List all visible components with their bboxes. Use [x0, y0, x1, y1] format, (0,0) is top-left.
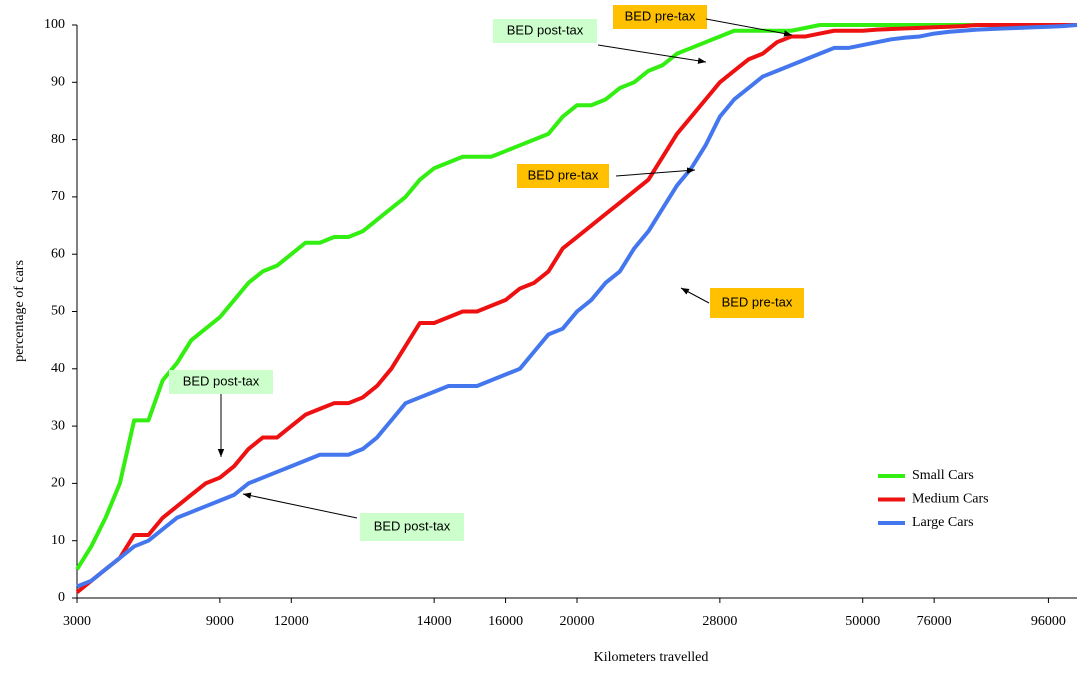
y-tick-label: 0 [58, 590, 65, 605]
y-tick-label: 30 [51, 418, 65, 433]
y-axis-label: percentage of cars [12, 260, 27, 362]
annotation-box [517, 164, 609, 188]
annotation-arrow [242, 492, 358, 519]
annotation: BED post-tax [374, 518, 451, 533]
annotation: BED pre-tax [722, 294, 793, 309]
annotation-box [613, 5, 707, 29]
x-tick-label: 12000 [274, 614, 309, 629]
annotation-arrow [597, 44, 707, 64]
y-tick-label: 90 [51, 75, 65, 90]
annotation-box [169, 370, 273, 394]
x-tick-label: 28000 [702, 614, 737, 629]
y-tick-label: 70 [51, 189, 65, 204]
annotation: BED pre-tax [625, 8, 696, 23]
y-tick-label: 100 [44, 17, 65, 32]
series-line [75, 23, 1077, 594]
annotation-box [710, 288, 804, 318]
x-tick-label: 50000 [845, 614, 880, 629]
y-tick-label: 80 [51, 132, 65, 147]
x-tick-label: 96000 [1031, 614, 1066, 629]
y-tick-label: 40 [51, 361, 65, 376]
x-tick-label: 14000 [417, 614, 452, 629]
annotation: BED post-tax [507, 22, 584, 37]
y-tick-label: 10 [51, 533, 65, 548]
annotation-box [493, 19, 597, 43]
annotation-arrow [705, 18, 793, 37]
x-tick-label: 9000 [206, 614, 234, 629]
x-tick-label: 16000 [488, 614, 523, 629]
legend-label: Small Cars [912, 468, 974, 483]
y-tick-label: 60 [51, 246, 65, 261]
series-line [75, 23, 1077, 571]
annotation-box [360, 513, 464, 541]
x-tick-label: 76000 [917, 614, 952, 629]
annotation: BED post-tax [183, 373, 260, 388]
x-axis-label: Kilometers travelled [594, 650, 709, 665]
annotation-arrow [615, 167, 696, 177]
legend-label: Medium Cars [912, 492, 989, 507]
annotation-arrow [680, 287, 710, 304]
series-line [76, 23, 1078, 589]
y-tick-label: 50 [51, 304, 65, 319]
legend-label: Large Cars [912, 515, 974, 530]
annotation: BED pre-tax [528, 167, 599, 182]
y-tick-label: 20 [51, 476, 65, 491]
x-tick-label: 3000 [63, 614, 91, 629]
x-tick-label: 20000 [560, 614, 595, 629]
